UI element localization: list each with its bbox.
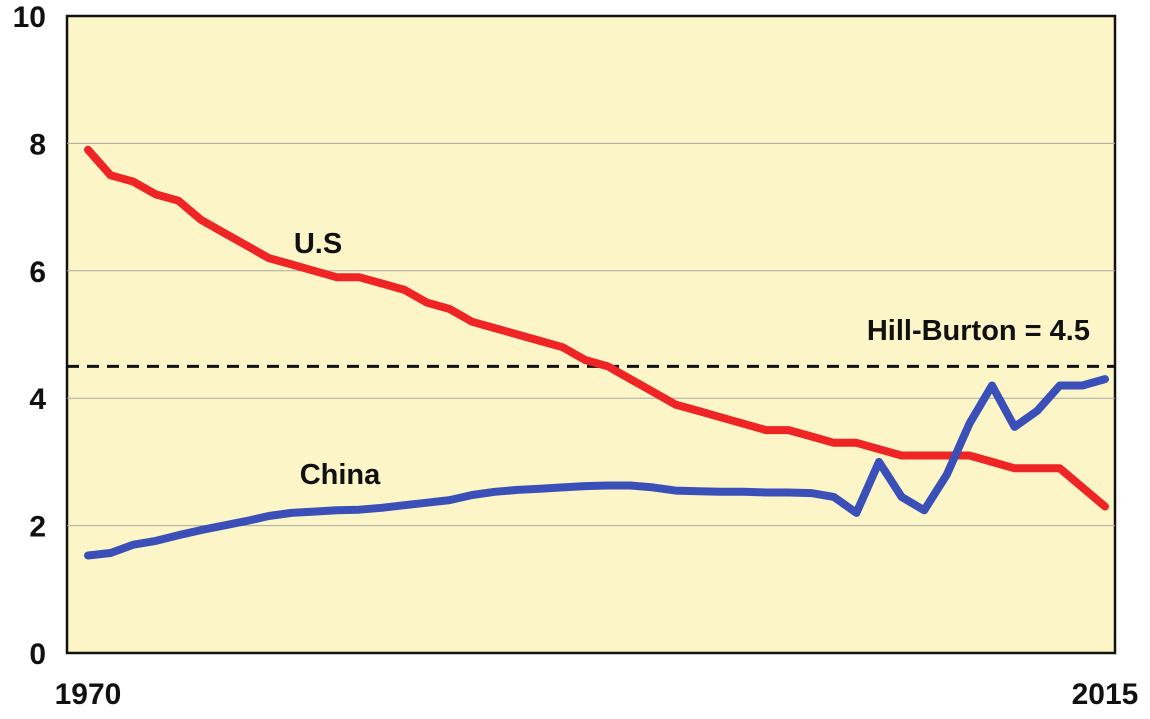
- x-tick-label-end: 2015: [1072, 678, 1139, 711]
- y-tick-label-6: 6: [29, 256, 46, 289]
- series-label-china: China: [300, 459, 381, 491]
- series-label-us: U.S: [294, 228, 342, 260]
- y-tick-label-10: 10: [13, 1, 46, 34]
- series-line-us: [84, 145, 1109, 511]
- y-axis-ticks: 0 2 4 6 8 10: [13, 1, 47, 671]
- y-tick-label-0: 0: [29, 638, 46, 671]
- hill-burton-label: Hill-Burton = 4.5: [867, 315, 1090, 347]
- x-axis-ticks: 1970 2015: [55, 678, 1139, 711]
- series-line-china: [84, 375, 1109, 560]
- y-tick-label-4: 4: [29, 383, 46, 416]
- y-tick-label-8: 8: [29, 128, 46, 161]
- y-tick-label-2: 2: [29, 511, 46, 544]
- x-tick-label-start: 1970: [55, 678, 122, 711]
- plot-area: [65, 14, 1117, 655]
